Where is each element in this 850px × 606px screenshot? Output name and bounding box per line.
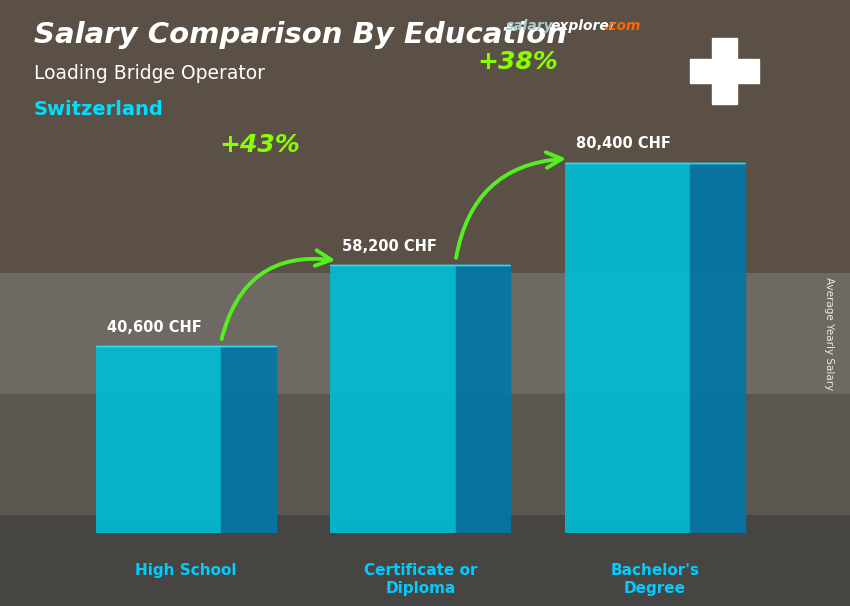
Bar bbox=[0, 394, 850, 606]
Bar bbox=[690, 59, 759, 83]
Bar bbox=[331, 265, 456, 533]
Text: +38%: +38% bbox=[478, 50, 558, 74]
Polygon shape bbox=[456, 265, 510, 533]
Bar bbox=[0, 273, 850, 394]
Text: 58,200 CHF: 58,200 CHF bbox=[342, 239, 437, 254]
Text: Certificate or
Diploma: Certificate or Diploma bbox=[364, 563, 477, 596]
Bar bbox=[712, 38, 737, 104]
Text: Bachelor's
Degree: Bachelor's Degree bbox=[610, 563, 700, 596]
Text: High School: High School bbox=[135, 563, 236, 578]
Text: 40,600 CHF: 40,600 CHF bbox=[107, 320, 202, 335]
Polygon shape bbox=[221, 346, 275, 533]
Bar bbox=[565, 163, 690, 533]
Text: explorer: explorer bbox=[551, 19, 616, 33]
Polygon shape bbox=[690, 163, 745, 533]
Bar bbox=[0, 515, 850, 606]
Text: .com: .com bbox=[604, 19, 641, 33]
Text: 80,400 CHF: 80,400 CHF bbox=[576, 136, 672, 152]
Bar bbox=[96, 346, 221, 533]
Text: Loading Bridge Operator: Loading Bridge Operator bbox=[34, 64, 265, 82]
Text: Switzerland: Switzerland bbox=[34, 100, 164, 119]
Text: salary: salary bbox=[506, 19, 553, 33]
Text: +43%: +43% bbox=[219, 133, 301, 158]
Bar bbox=[0, 273, 850, 606]
Text: Salary Comparison By Education: Salary Comparison By Education bbox=[34, 21, 567, 49]
Text: Average Yearly Salary: Average Yearly Salary bbox=[824, 277, 834, 390]
